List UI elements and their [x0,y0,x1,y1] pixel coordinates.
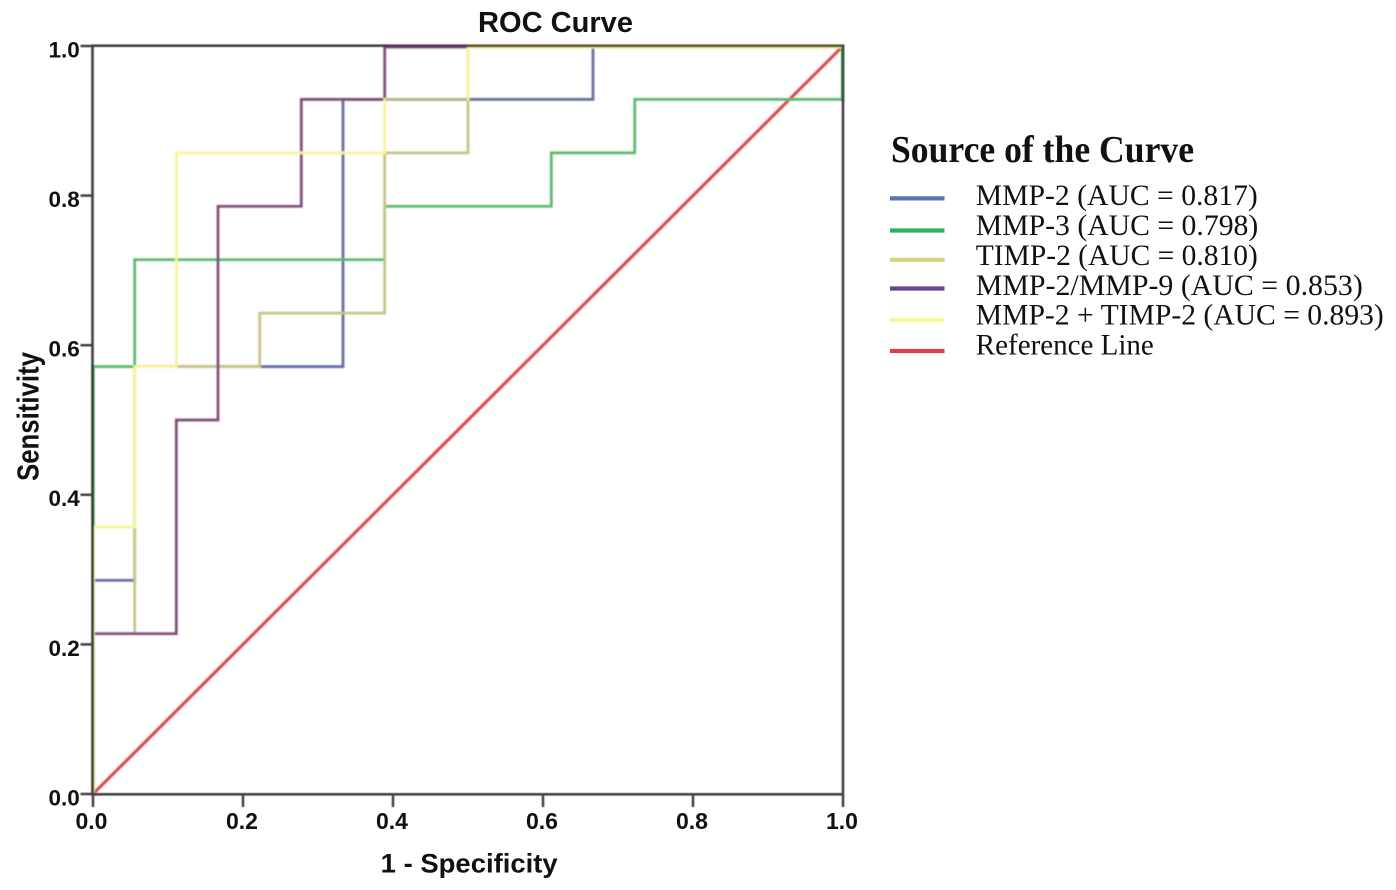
svg-text:0.2: 0.2 [49,636,80,661]
svg-text:MMP-3 (AUC = 0.798): MMP-3 (AUC = 0.798) [976,209,1259,242]
svg-text:Sensitivity: Sensitivity [10,351,45,481]
svg-text:MMP-2 (AUC = 0.817): MMP-2 (AUC = 0.817) [976,179,1258,212]
svg-text:MMP-2/MMP-9 (AUC = 0.853): MMP-2/MMP-9 (AUC = 0.853) [976,269,1363,302]
svg-text:0.4: 0.4 [49,486,81,511]
svg-text:0.0: 0.0 [76,808,108,834]
svg-text:MMP-2 + TIMP-2 (AUC = 0.893): MMP-2 + TIMP-2 (AUC = 0.893) [976,299,1384,332]
svg-text:0.6: 0.6 [526,808,558,834]
svg-text:0.6: 0.6 [49,337,80,362]
svg-text:Reference Line: Reference Line [976,329,1154,362]
svg-text:ROC Curve: ROC Curve [478,7,633,39]
svg-text:Source of the Curve: Source of the Curve [891,129,1194,171]
svg-text:0.4: 0.4 [376,808,408,834]
svg-text:TIMP-2 (AUC = 0.810): TIMP-2 (AUC = 0.810) [976,239,1258,272]
svg-text:1.0: 1.0 [826,808,858,834]
svg-text:1 - Specificity: 1 - Specificity [381,849,558,879]
svg-text:1.0: 1.0 [49,37,80,62]
svg-text:0.8: 0.8 [49,187,80,212]
svg-text:0.2: 0.2 [226,808,258,834]
svg-text:0.0: 0.0 [49,785,80,810]
svg-text:0.8: 0.8 [676,808,708,834]
